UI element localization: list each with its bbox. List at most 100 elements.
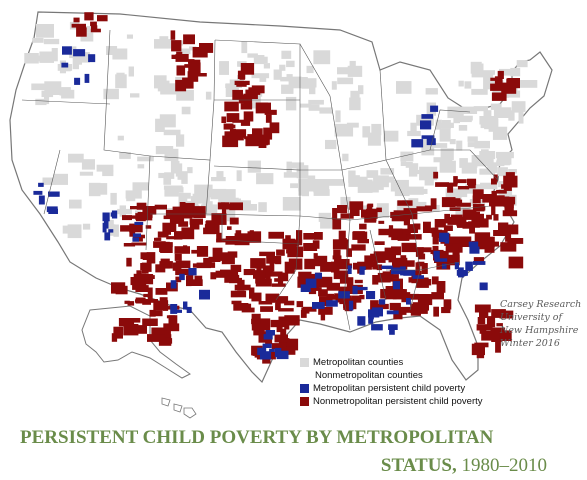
nonmetro-poverty-county bbox=[142, 318, 158, 326]
metro-county bbox=[176, 89, 194, 101]
nonmetro-poverty-county bbox=[349, 206, 360, 216]
metro-poverty-county bbox=[257, 347, 267, 355]
metro-poverty-county bbox=[61, 62, 69, 68]
metro-poverty-county bbox=[456, 270, 468, 276]
nonmetro-poverty-county bbox=[502, 223, 508, 231]
metro-county bbox=[201, 204, 218, 217]
nonmetro-poverty-county bbox=[433, 171, 439, 179]
nonmetro-poverty-county bbox=[166, 315, 175, 319]
metro-county bbox=[286, 74, 293, 80]
metro-county bbox=[43, 38, 60, 45]
metro-county bbox=[81, 159, 95, 170]
nonmetro-poverty-county bbox=[423, 221, 431, 233]
nonmetro-poverty-county bbox=[189, 218, 203, 225]
metro-county bbox=[499, 68, 511, 76]
nonmetro-poverty-county bbox=[474, 342, 489, 348]
metro-county bbox=[283, 172, 302, 178]
nonmetro-poverty-county bbox=[280, 328, 287, 340]
nonmetro-poverty-county bbox=[145, 263, 152, 272]
state-borders bbox=[21, 29, 499, 331]
metro-poverty-county bbox=[132, 237, 139, 242]
metro-county bbox=[471, 88, 488, 95]
map-legend: Metropolitan counties Nonmetropolitan co… bbox=[300, 356, 483, 408]
metro-county bbox=[319, 107, 333, 114]
metro-county bbox=[334, 123, 354, 137]
nonmetro-poverty-county bbox=[436, 281, 446, 293]
metro-county bbox=[327, 179, 345, 186]
metro-county bbox=[187, 167, 193, 174]
nonmetro-poverty-county bbox=[225, 256, 232, 264]
nonmetro-poverty-county bbox=[364, 255, 374, 268]
nonmetro-poverty-county bbox=[136, 202, 147, 210]
nonmetro-poverty-county bbox=[176, 51, 183, 57]
nonmetro-poverty-county bbox=[476, 240, 483, 248]
nonmetro-poverty-county bbox=[221, 116, 227, 123]
nonmetro-poverty-county bbox=[211, 213, 227, 225]
nonmetro-poverty-county bbox=[276, 344, 284, 349]
metro-county bbox=[421, 143, 435, 156]
nonmetro-poverty-county bbox=[259, 251, 275, 257]
nonmetro-poverty-county bbox=[282, 238, 296, 250]
metro-poverty-county bbox=[473, 261, 486, 265]
metro-county bbox=[337, 67, 349, 75]
metro-county bbox=[115, 74, 127, 89]
metro-county bbox=[471, 155, 478, 168]
nonmetro-poverty-county bbox=[265, 293, 280, 303]
nonmetro-poverty-county bbox=[262, 358, 271, 364]
nonmetro-poverty-county bbox=[477, 206, 486, 211]
nonmetro-poverty-county bbox=[462, 221, 471, 229]
nonmetro-poverty-county bbox=[222, 204, 234, 210]
nonmetro-poverty-county bbox=[387, 274, 399, 279]
nonmetro-poverty-county bbox=[155, 237, 162, 241]
nonmetro-poverty-county bbox=[164, 330, 171, 338]
nonmetro-poverty-county bbox=[208, 256, 221, 262]
nonmetro-poverty-county bbox=[127, 301, 135, 306]
nonmetro-poverty-county bbox=[351, 295, 362, 303]
metro-county bbox=[80, 32, 94, 42]
nonmetro-poverty-county bbox=[140, 252, 148, 260]
nonmetro-poverty-county bbox=[145, 299, 158, 303]
metro-county bbox=[357, 179, 373, 193]
metro-county bbox=[54, 173, 68, 185]
metro-county bbox=[313, 189, 330, 196]
nonmetro-poverty-county bbox=[388, 228, 403, 238]
nonmetro-poverty-county bbox=[247, 137, 257, 143]
nonmetro-poverty-county bbox=[191, 249, 206, 254]
metro-poverty-county bbox=[38, 195, 45, 205]
nonmetro-poverty-county bbox=[508, 256, 524, 269]
nonmetro-poverty-county bbox=[505, 172, 515, 181]
nonmetro-poverty-county bbox=[236, 133, 244, 141]
metro-county bbox=[458, 125, 468, 131]
nonmetro-poverty-county bbox=[179, 202, 186, 211]
nonmetro-poverty-county bbox=[372, 261, 378, 270]
nonmetro-poverty-county bbox=[131, 242, 147, 246]
metro-poverty-county bbox=[465, 261, 473, 271]
nonmetro-poverty-county bbox=[193, 206, 206, 218]
nonmetro-poverty-county bbox=[174, 246, 190, 254]
nonmetro-poverty-county bbox=[183, 34, 195, 45]
nonmetro-poverty-county bbox=[158, 334, 172, 346]
nonmetro-poverty-county bbox=[298, 271, 312, 280]
nonmetro-poverty-county bbox=[282, 346, 296, 355]
nonmetro-poverty-county bbox=[258, 331, 269, 343]
nonmetro-poverty-county bbox=[126, 257, 132, 267]
nonmetro-poverty-county bbox=[424, 279, 432, 286]
metro-county bbox=[42, 177, 56, 185]
nonmetro-poverty-county bbox=[457, 186, 470, 190]
metro-county bbox=[407, 130, 421, 137]
nonmetro-poverty-county bbox=[349, 201, 364, 210]
nonmetro-poverty-county bbox=[296, 230, 303, 241]
alaska-outline bbox=[81, 305, 191, 379]
metro-poverty-county bbox=[262, 343, 272, 348]
nonmetro-poverty-county bbox=[260, 306, 273, 312]
hawaii-islands bbox=[161, 397, 197, 419]
nonmetro-poverty-county bbox=[493, 214, 499, 221]
metro-poverty-county bbox=[406, 298, 411, 305]
metro-county bbox=[513, 108, 520, 113]
nonmetro-poverty-county bbox=[296, 301, 304, 308]
metro-county bbox=[510, 67, 521, 77]
nonmetro-poverty-county bbox=[449, 217, 458, 225]
nonmetro-poverty-county bbox=[175, 54, 189, 62]
metro-county bbox=[493, 107, 512, 118]
metro-county bbox=[300, 103, 312, 108]
